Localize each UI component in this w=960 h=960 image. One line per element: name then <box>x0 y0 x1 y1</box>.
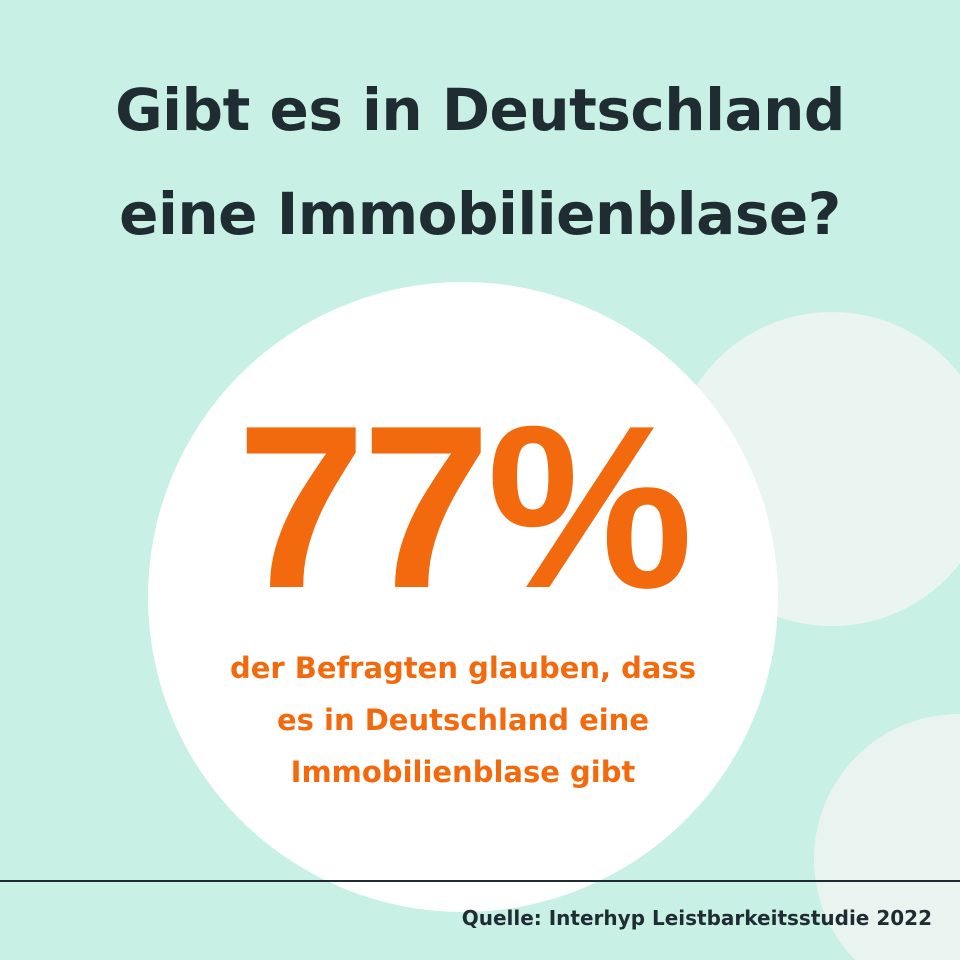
stat-caption-line-2: es in Deutschland eine <box>277 703 649 737</box>
stat-circle <box>148 282 778 912</box>
stat-caption-line-1: der Befragten glauben, dass <box>229 651 697 685</box>
footer-divider <box>0 880 960 882</box>
stat-percentage: 77% <box>236 378 693 637</box>
headline: Gibt es in Deutschland eine Immobilienbl… <box>0 58 960 266</box>
stat-caption-line-3: Immobilienblase gibt <box>290 755 636 789</box>
headline-line-2: eine Immobilienblase? <box>119 180 841 248</box>
stat-caption: der Befragten glauben, dass es in Deutsc… <box>148 642 778 798</box>
source-citation: Quelle: Interhyp Leistbarkeitsstudie 202… <box>461 906 932 930</box>
headline-line-1: Gibt es in Deutschland <box>115 76 845 144</box>
